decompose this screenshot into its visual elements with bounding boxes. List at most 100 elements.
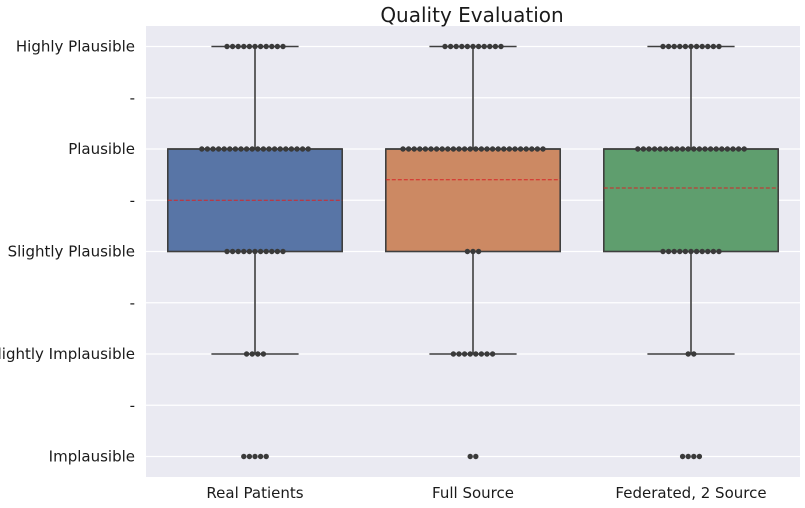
data-point	[478, 146, 485, 152]
data-point	[204, 146, 211, 152]
y-tick-label: Slightly Implausible	[0, 345, 135, 363]
data-point	[260, 351, 267, 357]
data-point	[699, 43, 705, 50]
data-point	[710, 43, 717, 50]
data-point	[674, 146, 680, 152]
data-point	[470, 43, 476, 50]
data-point	[735, 146, 742, 152]
data-point	[263, 43, 269, 50]
data-point	[400, 146, 406, 152]
data-point	[456, 351, 462, 357]
data-point	[691, 351, 697, 357]
data-point	[464, 248, 471, 255]
data-point	[263, 453, 269, 460]
data-point	[660, 43, 666, 50]
y-tick-label: Plausible	[68, 140, 135, 158]
data-point	[252, 453, 258, 460]
data-point	[665, 248, 672, 255]
data-point	[710, 248, 717, 255]
data-point	[274, 43, 281, 50]
dot-layer	[199, 43, 747, 460]
data-point	[679, 453, 686, 460]
data-point	[453, 43, 459, 50]
data-point	[260, 146, 267, 152]
data-point	[671, 248, 677, 255]
data-point	[227, 146, 233, 152]
data-point	[473, 146, 479, 152]
data-point	[635, 146, 641, 152]
data-point	[501, 146, 507, 152]
box-3	[602, 148, 779, 253]
data-point	[677, 248, 683, 255]
data-point	[442, 43, 448, 50]
data-point	[657, 146, 663, 152]
data-point	[741, 146, 747, 152]
data-point	[294, 146, 300, 152]
x-tick-label: Full Source	[432, 484, 514, 502]
data-point	[274, 248, 281, 255]
y-tick-label: Highly Plausible	[16, 38, 135, 56]
data-point	[705, 43, 711, 50]
data-point	[464, 43, 471, 50]
data-point	[696, 453, 703, 460]
data-point	[693, 43, 700, 50]
y-tick-label: -	[130, 396, 135, 414]
data-point	[461, 146, 468, 152]
data-point	[529, 146, 535, 152]
data-point	[257, 453, 264, 460]
data-point	[467, 146, 473, 152]
data-point	[255, 146, 261, 152]
data-point	[246, 43, 253, 50]
data-point	[459, 43, 465, 50]
data-point	[411, 146, 417, 152]
data-point	[263, 248, 269, 255]
y-tick-label: Slightly Plausible	[8, 243, 135, 261]
data-point	[229, 248, 236, 255]
data-point	[693, 248, 700, 255]
data-point	[428, 146, 434, 152]
data-point	[447, 43, 454, 50]
data-point	[433, 146, 440, 152]
data-point	[679, 146, 686, 152]
data-point	[405, 146, 412, 152]
data-point	[719, 146, 725, 152]
data-point	[470, 248, 476, 255]
data-point	[668, 146, 675, 152]
data-point	[540, 146, 546, 152]
data-point	[280, 43, 286, 50]
data-point	[255, 351, 261, 357]
data-point	[249, 351, 255, 357]
data-point	[439, 146, 445, 152]
data-point	[489, 146, 496, 152]
data-point	[456, 146, 462, 152]
data-point	[215, 146, 222, 152]
data-point	[269, 248, 275, 255]
data-point	[651, 146, 658, 152]
data-point	[246, 453, 253, 460]
data-point	[484, 146, 490, 152]
data-point	[246, 248, 253, 255]
data-point	[691, 453, 697, 460]
data-point	[241, 43, 247, 50]
data-point	[523, 146, 529, 152]
data-point	[221, 146, 227, 152]
data-point	[702, 146, 708, 152]
data-point	[685, 146, 691, 152]
y-tick-label: -	[130, 294, 135, 312]
data-point	[707, 146, 714, 152]
data-point	[713, 146, 719, 152]
data-point	[280, 248, 286, 255]
data-point	[685, 453, 691, 460]
data-point	[498, 43, 504, 50]
data-point	[473, 351, 479, 357]
data-point	[495, 146, 501, 152]
data-point	[671, 43, 677, 50]
data-point	[688, 43, 694, 50]
data-point	[243, 351, 250, 357]
y-tick-label: Implausible	[49, 448, 135, 466]
data-point	[685, 351, 691, 357]
y-tick-label: -	[130, 191, 135, 209]
data-point	[271, 146, 278, 152]
data-point	[252, 248, 258, 255]
data-point	[481, 43, 487, 50]
